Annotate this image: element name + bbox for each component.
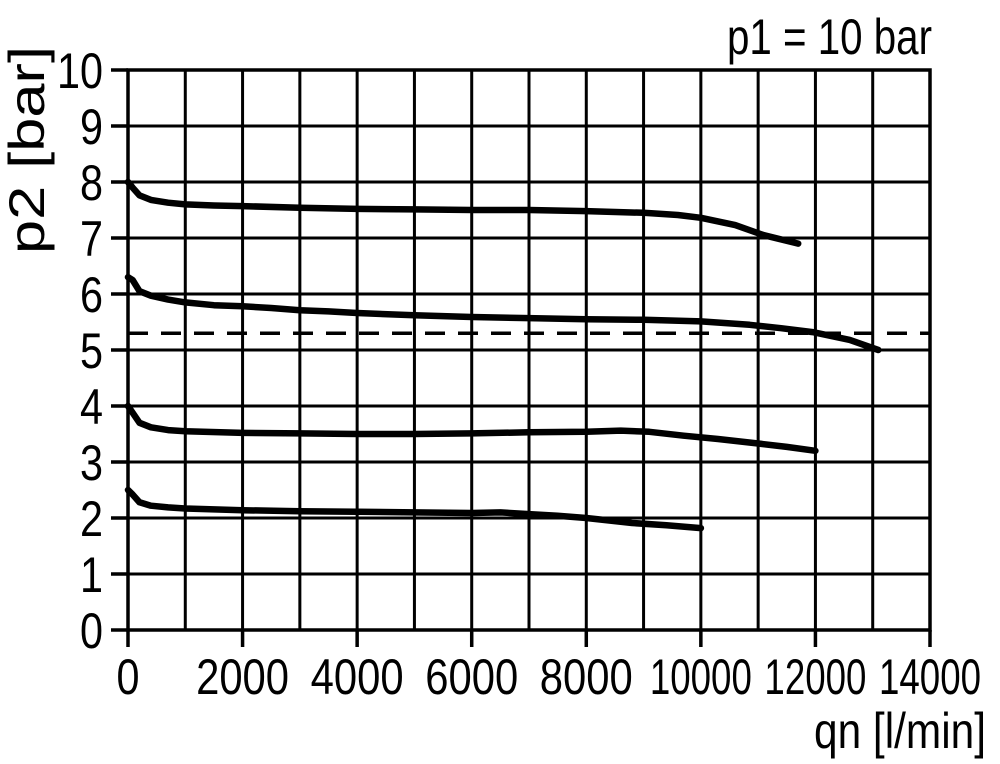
x-axis-label: qn [l/min]: [814, 703, 986, 759]
y-tick-label: 2: [80, 491, 103, 547]
tick-label-layer: 0 2000 4000 6000 8000 10000 12000 14000 01234567…: [57, 43, 981, 705]
y-tick-label: 1: [80, 547, 103, 603]
y-tick-label: 7: [80, 211, 103, 267]
x-tick-label: 10000: [650, 649, 752, 705]
y-tick-label: 5: [80, 323, 103, 379]
curve-layer: [124, 178, 882, 532]
y-tick-label: 0: [80, 603, 103, 659]
flow-curve-1: [124, 273, 882, 354]
x-tick-label: 8000: [540, 649, 633, 705]
tick-layer: [111, 68, 932, 647]
chart-title: p1 = 10 bar: [727, 9, 932, 65]
flow-curve-2: [124, 402, 819, 455]
flow-curve-0: [124, 178, 802, 247]
grid-layer: [126, 68, 932, 632]
flow-curve-3: [124, 486, 705, 532]
x-tick-label: 12000: [764, 649, 866, 705]
x-tick-label: 4000: [311, 649, 404, 705]
y-tick-label: 3: [80, 435, 103, 491]
y-tick-label: 10: [57, 43, 103, 99]
y-tick-label: 8: [80, 155, 103, 211]
x-tick-label: 2000: [196, 649, 289, 705]
y-tick-label: 6: [80, 267, 103, 323]
x-tick-label: 0: [117, 649, 140, 705]
y-axis-label: p2 [bar]: [0, 46, 55, 254]
x-tick-label: 14000: [879, 649, 981, 705]
y-tick-label: 4: [80, 379, 103, 435]
y-tick-label: 9: [80, 99, 103, 155]
x-tick-label: 6000: [425, 649, 518, 705]
